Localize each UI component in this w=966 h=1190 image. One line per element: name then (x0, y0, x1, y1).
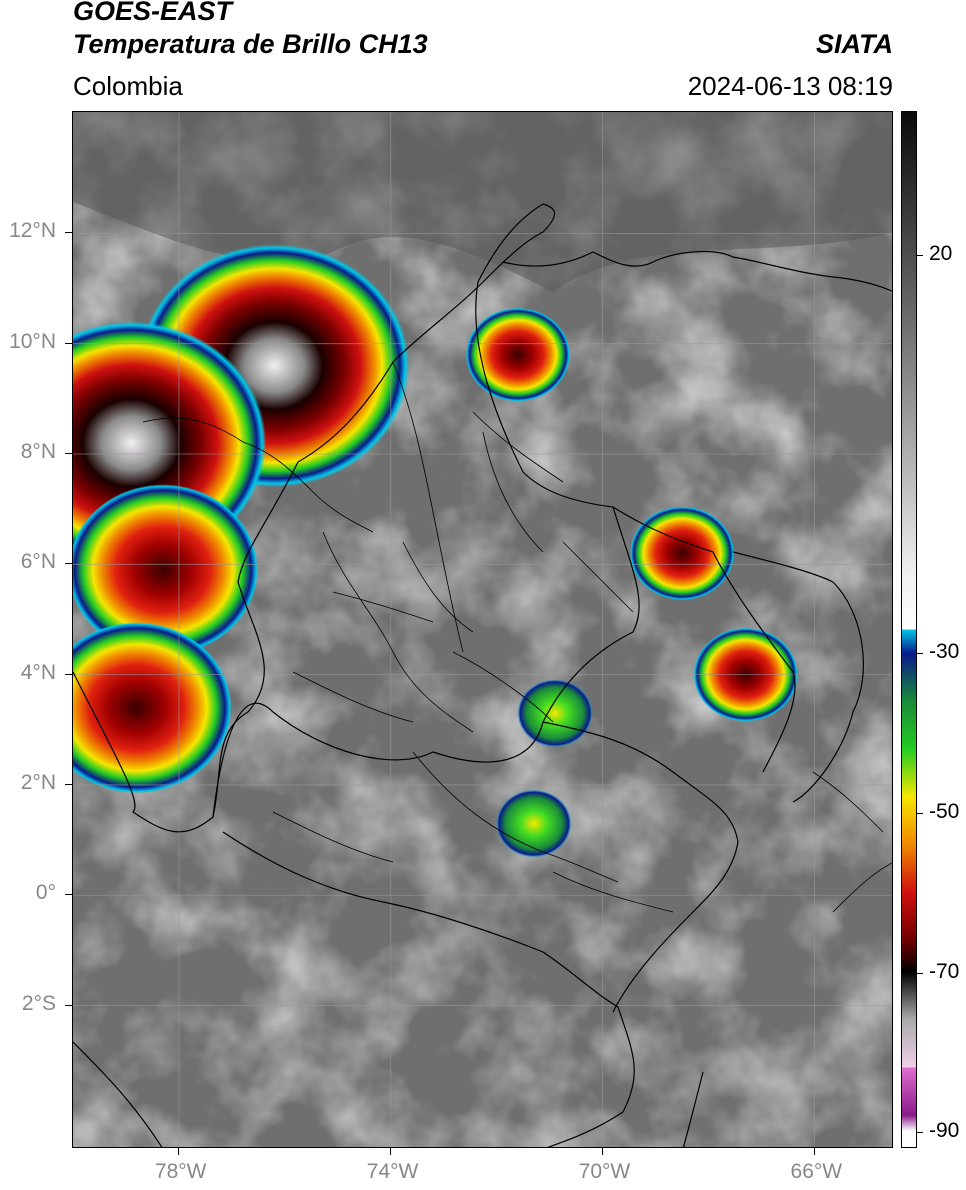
colorbar-tick-label: -30 (929, 640, 960, 664)
lat-tick-label: 8°N (20, 439, 56, 463)
colorbar-tick-mark (917, 812, 923, 814)
product-title: Temperatura de Brillo CH13 (73, 29, 428, 59)
lat-tick-mark (65, 452, 72, 454)
lat-tick-label: 10°N (9, 329, 56, 353)
colorbar-tick-label: -50 (929, 799, 960, 823)
lat-tick-mark (65, 563, 72, 565)
lat-tick-label: 4°N (20, 660, 56, 684)
lat-tick-label: 0° (35, 881, 56, 905)
lat-tick-label: 6°N (20, 550, 56, 574)
colorbar-tick-mark (917, 972, 923, 974)
lat-tick-mark (65, 342, 72, 344)
map-canvas (73, 112, 892, 1147)
lat-tick-label: 12°N (9, 219, 56, 243)
colorbar-tick-label: -70 (929, 959, 960, 983)
lon-tick-mark (177, 1148, 179, 1155)
region-label: Colombia (73, 71, 183, 101)
storm-cell-golfo-uraba (73, 484, 259, 656)
lat-tick-label: 2°S (21, 991, 56, 1015)
colorbar-tick-mark (917, 254, 923, 256)
colorbar-tick-mark (917, 653, 923, 655)
storm-cell-guajira (465, 307, 570, 402)
lon-tick-mark (601, 1148, 603, 1155)
country-borders (73, 203, 892, 1147)
colorbar-tick-mark (917, 1132, 923, 1134)
satellite-map[interactable] (72, 111, 893, 1148)
lon-tick-mark (389, 1148, 391, 1155)
colorbar-tick-label: 20 (929, 241, 953, 265)
lat-tick-mark (65, 894, 72, 896)
storm-cells-layer (73, 244, 798, 858)
colorbar (901, 111, 917, 1148)
lon-tick-label: 70°W (578, 1160, 631, 1183)
lat-tick-mark (65, 232, 72, 234)
graticule (73, 112, 892, 1147)
lon-tick-mark (813, 1148, 815, 1155)
agency-label: SIATA (816, 29, 893, 59)
lat-tick-mark (65, 783, 72, 785)
lat-tick-label: 2°N (20, 770, 56, 794)
datetime-label: 2024-06-13 08:19 (687, 71, 893, 101)
lat-tick-mark (65, 673, 72, 675)
lat-tick-mark (65, 1004, 72, 1006)
storm-cell-vichada (517, 679, 594, 748)
lon-tick-label: 78°W (154, 1160, 207, 1183)
storm-cell-guaviare (495, 789, 572, 858)
lon-tick-label: 66°W (790, 1160, 843, 1183)
colorbar-tick-label: -90 (929, 1119, 960, 1143)
lon-tick-label: 74°W (366, 1160, 419, 1183)
storm-cell-arauca (630, 506, 735, 601)
satellite-title: GOES-EAST (73, 0, 233, 26)
